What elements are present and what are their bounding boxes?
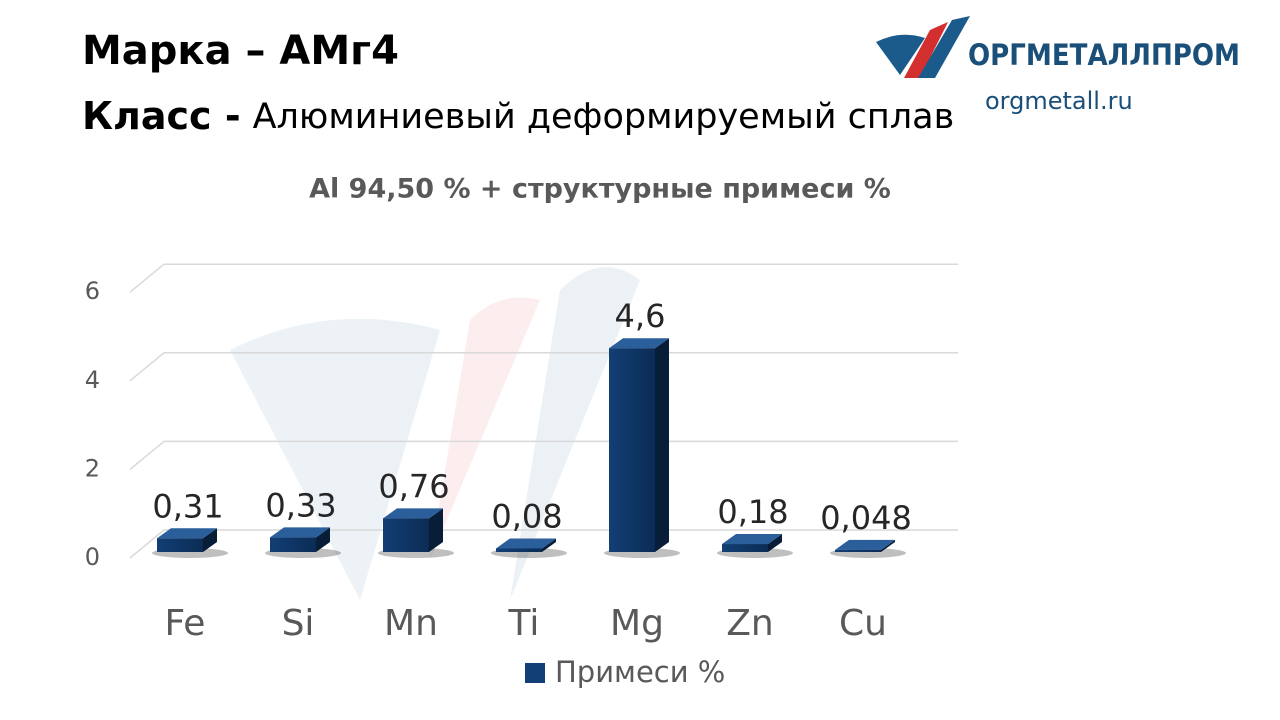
grid-line	[129, 529, 958, 559]
bar	[609, 348, 655, 552]
x-tick-label: Mg	[610, 603, 664, 644]
bar-side	[429, 508, 443, 552]
legend-label: Примеси %	[555, 655, 725, 689]
x-tick-label: Mn	[384, 603, 438, 644]
bar-top	[609, 338, 669, 349]
value-label: 0,33	[265, 486, 336, 524]
grid-line	[129, 440, 958, 470]
y-tick-label: 6	[85, 277, 100, 305]
y-tick-label: 2	[85, 454, 100, 482]
bar-side	[768, 534, 782, 552]
class-line: Класс - Алюминиевый деформируемый сплав	[82, 94, 954, 138]
x-tick-label: Zn	[726, 603, 773, 644]
bar-top	[157, 528, 217, 539]
bar-top	[722, 534, 782, 545]
value-label: 0,18	[717, 493, 788, 531]
slide-title: Марка – АМг4	[82, 28, 399, 74]
legend-swatch	[525, 663, 545, 683]
y-tick-label: 0	[85, 543, 100, 571]
bar-side	[655, 338, 669, 552]
x-tick-label: Fe	[165, 603, 206, 644]
bar-top	[496, 538, 556, 549]
bar	[383, 518, 429, 552]
class-value: Алюминиевый деформируемый сплав	[253, 97, 955, 137]
value-label: 0,048	[820, 499, 912, 537]
bar	[722, 544, 768, 552]
x-tick-label: Ti	[508, 603, 540, 644]
value-label: 0,76	[378, 467, 449, 505]
x-tick-label: Si	[282, 603, 315, 644]
value-label: 0,08	[491, 497, 562, 535]
bar	[270, 537, 316, 552]
bar-top	[270, 527, 330, 538]
grid-line	[129, 352, 958, 382]
bar-top	[835, 539, 895, 550]
y-tick-label: 4	[85, 366, 100, 394]
x-tick-label: Cu	[839, 603, 887, 644]
bar-side	[203, 528, 217, 552]
logo-url: orgmetall.ru	[985, 87, 1133, 115]
watermark	[230, 267, 640, 600]
chart-title: Al 94,50 % + структурные примеси %	[309, 174, 891, 205]
bar	[496, 548, 542, 552]
bar-side	[881, 539, 895, 552]
value-label: 4,6	[615, 297, 666, 335]
value-label: 0,31	[152, 487, 223, 525]
grid-line	[129, 263, 958, 293]
bar	[835, 549, 881, 552]
bar	[157, 538, 203, 552]
logo-mark	[876, 16, 970, 78]
bar-side	[542, 538, 556, 552]
logo-name: ОРГМЕТАЛЛПРОМ	[968, 38, 1240, 72]
bar-top	[383, 508, 443, 519]
class-label: Класс -	[82, 94, 241, 138]
bar-side	[316, 527, 330, 552]
